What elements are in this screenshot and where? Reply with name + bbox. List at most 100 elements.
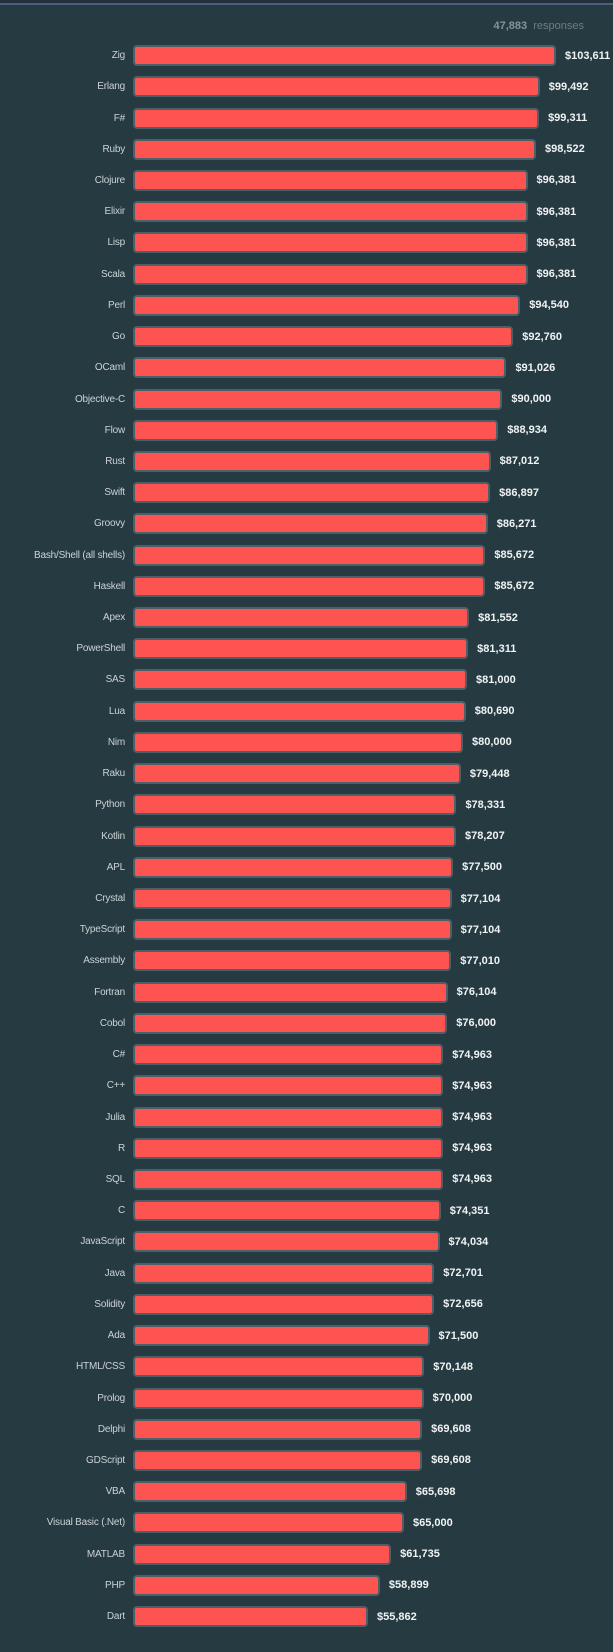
bar-area: $78,207 <box>133 825 613 847</box>
salary-bar[interactable] <box>133 388 503 410</box>
salary-bar[interactable] <box>133 419 499 441</box>
bar-row: Groovy $86,271 <box>0 508 613 539</box>
bar-area: $74,963 <box>133 1044 613 1066</box>
salary-bar[interactable] <box>133 1574 380 1596</box>
salary-bar[interactable] <box>133 482 491 504</box>
salary-bar[interactable] <box>133 794 457 816</box>
salary-bar[interactable] <box>133 1231 440 1253</box>
bar-row: PHP $58,899 <box>0 1570 613 1601</box>
salary-bar[interactable] <box>133 888 452 910</box>
salary-bar[interactable] <box>133 201 528 223</box>
bar-row: Swift $86,897 <box>0 477 613 508</box>
language-label: Rust <box>105 455 125 467</box>
bar-area: $69,608 <box>133 1418 613 1440</box>
salary-bar[interactable] <box>133 763 461 785</box>
salary-bar[interactable] <box>133 669 467 691</box>
salary-value-label: $81,552 <box>478 611 518 624</box>
salary-bar[interactable] <box>133 1262 435 1284</box>
bar-row: Visual Basic (.Net) $65,000 <box>0 1507 613 1538</box>
salary-bar[interactable] <box>133 1293 435 1315</box>
salary-bar[interactable] <box>133 638 469 660</box>
salary-value-label: $70,148 <box>433 1360 473 1373</box>
responses-count: 47,883 <box>493 20 528 32</box>
salary-bar[interactable] <box>133 1200 441 1222</box>
language-label: Visual Basic (.Net) <box>46 1517 125 1529</box>
language-label: APL <box>106 861 126 873</box>
bar-area: $74,963 <box>133 1168 613 1190</box>
salary-bar[interactable] <box>133 1387 424 1409</box>
salary-bar[interactable] <box>133 138 536 160</box>
salary-bar[interactable] <box>133 76 540 98</box>
salary-bar[interactable] <box>133 1606 368 1628</box>
salary-bar[interactable] <box>133 1168 444 1190</box>
salary-bar[interactable] <box>133 232 528 254</box>
salary-bar[interactable] <box>133 326 514 348</box>
bar-area: $79,448 <box>133 763 613 785</box>
bar-row: Crystal $77,104 <box>0 883 613 914</box>
salary-bar[interactable] <box>133 45 556 67</box>
bar-row: Go $92,760 <box>0 321 613 352</box>
bar-area: $96,381 <box>133 201 613 223</box>
salary-bar[interactable] <box>133 607 470 629</box>
salary-bar[interactable] <box>133 700 466 722</box>
salary-bar[interactable] <box>133 294 521 316</box>
bar-area: $69,608 <box>133 1449 613 1471</box>
salary-bar[interactable] <box>133 1449 423 1471</box>
salary-value-label: $86,271 <box>496 517 537 530</box>
salary-bar[interactable] <box>133 575 486 597</box>
bar-row: HTML/CSS $70,148 <box>0 1351 613 1382</box>
salary-value-label: $65,698 <box>415 1485 456 1498</box>
bar-row: JavaScript $74,034 <box>0 1226 613 1257</box>
salary-bar[interactable] <box>133 513 488 535</box>
salary-bar[interactable] <box>133 825 456 847</box>
salary-value-label: $96,381 <box>536 236 577 249</box>
salary-bar[interactable] <box>133 1137 444 1159</box>
salary-bar[interactable] <box>133 981 448 1003</box>
salary-bar[interactable] <box>133 1512 404 1534</box>
salary-bar[interactable] <box>133 1356 425 1378</box>
salary-bar[interactable] <box>133 1044 444 1066</box>
salary-bar[interactable] <box>133 544 486 566</box>
salary-bar[interactable] <box>133 450 491 472</box>
bar-row: Ruby $98,522 <box>0 134 613 165</box>
salary-bar[interactable] <box>133 263 528 285</box>
salary-bar[interactable] <box>133 731 464 753</box>
language-label: Ada <box>107 1330 125 1342</box>
bar-area: $96,381 <box>133 263 613 285</box>
salary-bar[interactable] <box>133 1075 444 1097</box>
salary-value-label: $77,104 <box>460 892 501 905</box>
salary-value-label: $81,000 <box>475 673 516 686</box>
salary-bar[interactable] <box>133 1481 407 1503</box>
bar-area: $85,672 <box>133 544 613 566</box>
language-label: Lua <box>108 705 125 717</box>
salary-value-label: $70,000 <box>432 1392 473 1405</box>
language-label: Dart <box>106 1611 125 1623</box>
salary-bar[interactable] <box>133 1325 430 1347</box>
salary-value-label: $94,540 <box>529 299 570 312</box>
salary-bar[interactable] <box>133 856 454 878</box>
bar-area: $58,899 <box>133 1574 613 1596</box>
bar-area: $80,690 <box>133 700 613 722</box>
bar-area: $98,522 <box>133 138 613 160</box>
bar-row: Java $72,701 <box>0 1258 613 1289</box>
salary-value-label: $79,448 <box>469 767 510 780</box>
salary-value-label: $85,672 <box>494 580 535 593</box>
salary-bar[interactable] <box>133 1012 448 1034</box>
salary-bar[interactable] <box>133 950 452 972</box>
salary-value-label: $103,611 <box>565 49 611 62</box>
salary-bar[interactable] <box>133 1418 423 1440</box>
language-label: PHP <box>105 1579 125 1591</box>
salary-bar[interactable] <box>133 1106 444 1128</box>
salary-value-label: $74,034 <box>448 1235 489 1248</box>
salary-bar[interactable] <box>133 1543 392 1565</box>
bar-area: $81,552 <box>133 607 613 629</box>
salary-bar[interactable] <box>133 169 528 191</box>
salary-bar[interactable] <box>133 919 452 941</box>
bar-area: $88,934 <box>133 419 613 441</box>
language-label: C++ <box>106 1080 126 1092</box>
salary-bar[interactable] <box>133 107 540 129</box>
language-label: Kotlin <box>101 830 125 842</box>
salary-bar[interactable] <box>133 357 507 379</box>
bar-row: C $74,351 <box>0 1195 613 1226</box>
